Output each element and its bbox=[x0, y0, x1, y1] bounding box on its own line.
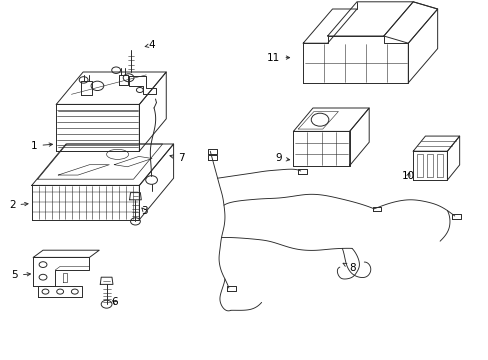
Text: 11: 11 bbox=[266, 53, 289, 63]
Text: 8: 8 bbox=[343, 263, 355, 273]
Text: 9: 9 bbox=[275, 153, 289, 163]
Text: 4: 4 bbox=[145, 40, 155, 50]
Text: 1: 1 bbox=[31, 141, 52, 151]
Text: 2: 2 bbox=[9, 200, 28, 210]
Text: 7: 7 bbox=[170, 153, 184, 163]
Text: 5: 5 bbox=[11, 270, 30, 280]
Text: 6: 6 bbox=[111, 297, 118, 307]
Text: 3: 3 bbox=[141, 206, 147, 216]
Text: 10: 10 bbox=[401, 171, 414, 181]
